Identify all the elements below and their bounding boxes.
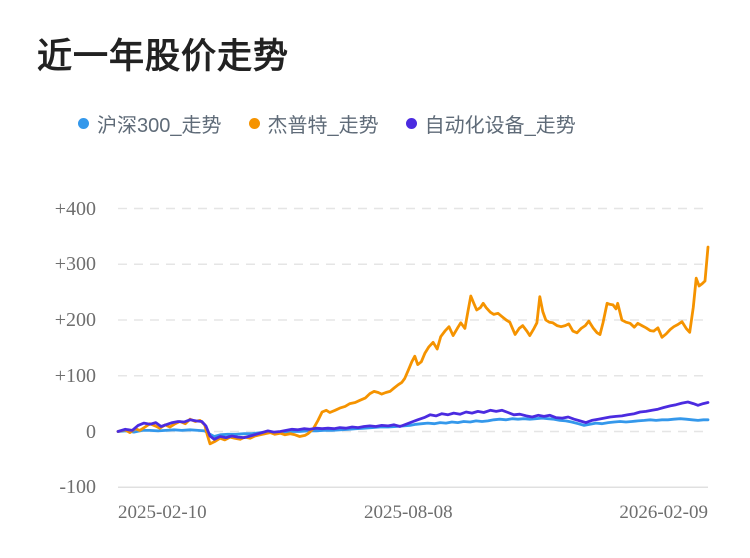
y-tick-label: +400 — [54, 197, 96, 220]
series-line-杰普特_走势 — [116, 245, 710, 446]
x-tick-label: 2025-02-10 — [118, 502, 207, 523]
x-tick-label: 2026-02-09 — [619, 502, 708, 523]
chart-title: 近一年股价走势 — [37, 37, 290, 76]
series-line-自动化设备_走势 — [116, 400, 710, 441]
legend-item-沪深300_走势[interactable]: 沪深300_走势 — [78, 109, 222, 138]
legend-item-label: 杰普特_走势 — [267, 115, 379, 137]
y-tick-label: +300 — [54, 253, 96, 276]
legend-dot-icon — [78, 118, 89, 129]
legend-dot-icon — [248, 118, 260, 129]
y-tick-label: +200 — [54, 309, 96, 331]
y-tick-label: 0 — [86, 420, 96, 443]
y-tick-label: -100 — [59, 476, 96, 499]
legend-item-label: 自动化设备_走势 — [424, 115, 576, 137]
legend-item-label: 沪深300_走势 — [97, 115, 222, 137]
chart-legend: 沪深300_走势 杰普特_走势 自动化设备_走势 — [78, 109, 576, 138]
x-tick-label: 2025-08-08 — [363, 502, 453, 523]
legend-dot-icon — [405, 118, 417, 129]
legend-item-自动化设备_走势[interactable]: 自动化设备_走势 — [405, 109, 576, 138]
series-line-沪深300_走势 — [116, 416, 710, 438]
legend-item-杰普特_走势[interactable]: 杰普特_走势 — [248, 109, 379, 138]
y-tick-label: +100 — [54, 364, 96, 387]
